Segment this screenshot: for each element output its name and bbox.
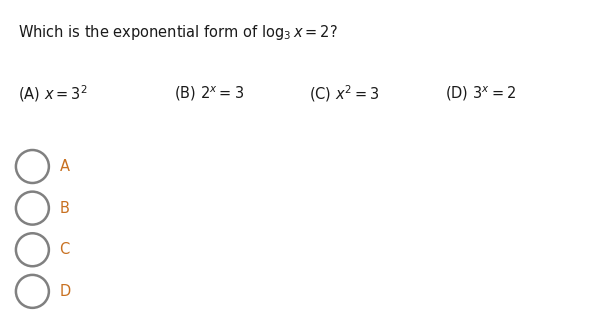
Text: (C) $x^2 = 3$: (C) $x^2 = 3$ (309, 83, 380, 104)
Text: Which is the exponential form of $\log_3 x = 2$?: Which is the exponential form of $\log_3… (18, 23, 337, 42)
Text: (A) $x = 3^2$: (A) $x = 3^2$ (18, 83, 87, 104)
Text: C: C (59, 242, 70, 257)
Text: (B) $2^x = 3$: (B) $2^x = 3$ (174, 84, 244, 103)
Text: B: B (59, 200, 70, 216)
Text: D: D (59, 284, 71, 299)
Text: A: A (59, 159, 70, 174)
Text: (D) $3^x = 2$: (D) $3^x = 2$ (445, 84, 516, 103)
